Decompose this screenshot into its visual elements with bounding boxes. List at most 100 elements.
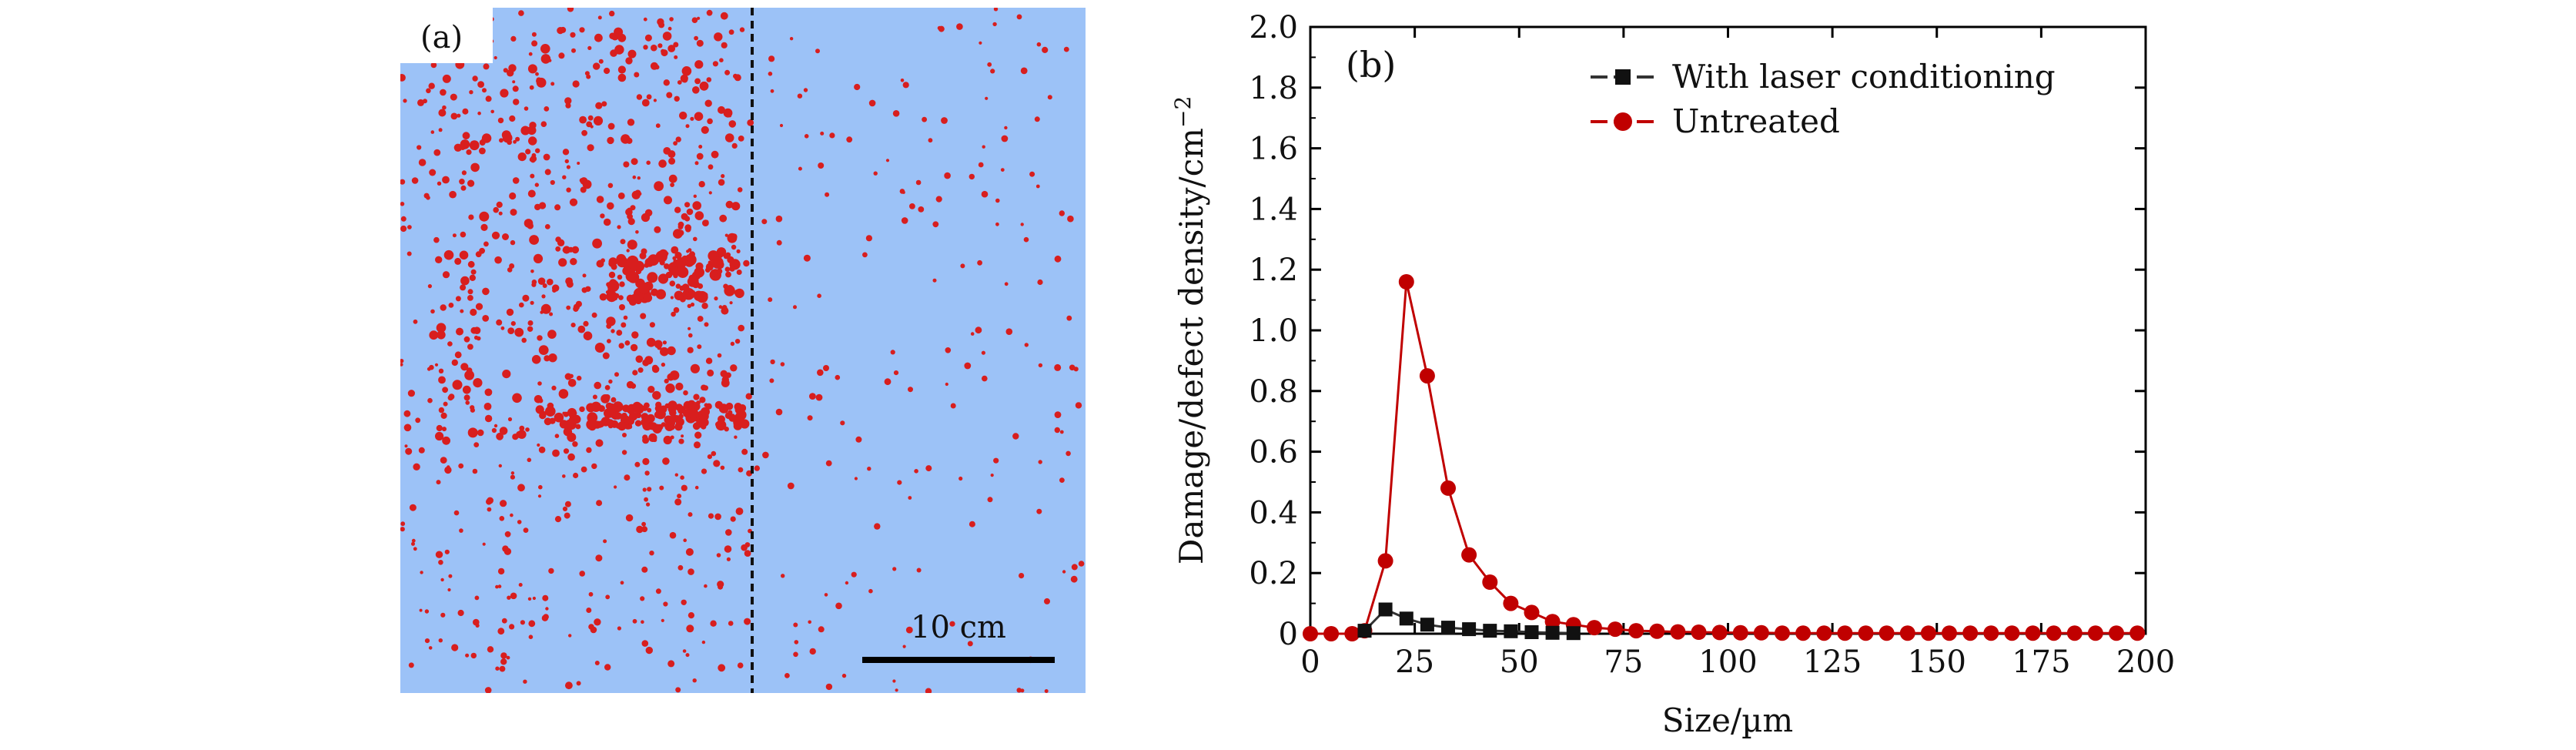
defect-dot bbox=[411, 177, 419, 184]
defect-dot bbox=[577, 375, 582, 381]
defect-dot bbox=[543, 153, 550, 161]
defect-dot bbox=[662, 32, 672, 41]
defect-dot bbox=[563, 411, 569, 417]
defect-dot bbox=[534, 395, 543, 403]
defect-dot bbox=[554, 434, 560, 438]
defect-dot bbox=[413, 463, 420, 470]
defect-dot bbox=[761, 219, 768, 225]
defect-dot bbox=[657, 345, 662, 350]
defect-dot bbox=[474, 595, 480, 601]
defect-dot bbox=[661, 362, 666, 367]
defect-dot bbox=[661, 618, 664, 623]
defect-dot bbox=[554, 204, 561, 211]
y-axis-label-superscript: −2 bbox=[1170, 96, 1196, 128]
defect-dot bbox=[626, 57, 633, 64]
defect-dot bbox=[712, 61, 718, 67]
defect-dot bbox=[649, 422, 657, 430]
defect-dot bbox=[692, 86, 700, 94]
defect-dot bbox=[459, 250, 469, 260]
defect-dot bbox=[611, 397, 617, 403]
defect-dot bbox=[467, 295, 473, 301]
defect-dot bbox=[885, 159, 890, 162]
defect-dot bbox=[608, 379, 613, 384]
defect-dot bbox=[693, 290, 704, 301]
defect-dot bbox=[586, 447, 592, 454]
legend-entry-laser: With laser conditioning bbox=[1591, 58, 2056, 95]
defect-map-background bbox=[400, 8, 1086, 693]
y-tick-label: 0.4 bbox=[1249, 495, 1298, 531]
defect-dot bbox=[540, 303, 551, 314]
defect-dot bbox=[496, 319, 503, 326]
defect-dot bbox=[495, 666, 500, 671]
y-tick-label: 1.0 bbox=[1249, 313, 1298, 349]
defect-dot bbox=[512, 85, 519, 92]
defect-dot bbox=[668, 157, 676, 165]
defect-dot bbox=[572, 441, 578, 447]
defect-dot bbox=[447, 395, 453, 401]
data-point-laser bbox=[1504, 624, 1518, 638]
defect-dot bbox=[681, 434, 684, 438]
defect-dot bbox=[1078, 561, 1085, 567]
defect-dot bbox=[524, 219, 534, 228]
defect-dot bbox=[484, 687, 492, 693]
defect-dot bbox=[688, 333, 693, 338]
data-point-untreated bbox=[1607, 621, 1623, 638]
defect-dot bbox=[704, 99, 712, 107]
data-point-untreated bbox=[1732, 624, 1748, 641]
y-axis-label: Damage/defect density/cm−2 bbox=[1170, 96, 1210, 565]
defect-dot bbox=[649, 322, 655, 328]
defect-dot bbox=[665, 271, 673, 279]
legend: With laser conditioning Untreated bbox=[1591, 58, 2056, 140]
defect-dot bbox=[693, 236, 698, 242]
defect-dot bbox=[776, 239, 782, 246]
defect-dot bbox=[694, 78, 701, 85]
defect-dot bbox=[624, 474, 631, 481]
defect-dot bbox=[642, 457, 650, 466]
defect-dot bbox=[624, 340, 631, 346]
defect-dot bbox=[463, 394, 470, 401]
defect-dot bbox=[677, 221, 684, 228]
defect-dot bbox=[427, 367, 431, 371]
defect-dot bbox=[530, 173, 535, 179]
defect-dot bbox=[514, 327, 524, 337]
defect-dot bbox=[686, 624, 694, 633]
defect-dot bbox=[571, 48, 576, 53]
defect-dot bbox=[577, 162, 580, 165]
defect-dot bbox=[625, 208, 633, 216]
defect-dot bbox=[682, 649, 687, 653]
defect-dot bbox=[487, 497, 493, 504]
defect-dot bbox=[607, 403, 617, 413]
defect-dot bbox=[564, 512, 570, 519]
defect-dot bbox=[868, 588, 873, 594]
defect-dot bbox=[528, 52, 533, 56]
defect-dot bbox=[663, 435, 672, 445]
defect-dot bbox=[477, 429, 484, 437]
defect-dot bbox=[433, 149, 441, 156]
defect-dot bbox=[533, 253, 544, 263]
defect-dot bbox=[654, 181, 664, 192]
defect-dot bbox=[429, 330, 439, 340]
defect-dot bbox=[437, 330, 446, 340]
defect-dot bbox=[435, 256, 443, 263]
defect-dot bbox=[1069, 364, 1076, 371]
defect-dot bbox=[537, 381, 542, 386]
defect-dot bbox=[718, 179, 725, 186]
defect-dot bbox=[444, 466, 452, 474]
defect-dot bbox=[725, 200, 734, 209]
defect-dot bbox=[733, 421, 742, 430]
defect-dot bbox=[815, 393, 823, 401]
defect-dot bbox=[545, 406, 556, 417]
defect-dot bbox=[606, 419, 614, 427]
defect-dot bbox=[641, 566, 648, 573]
defect-dot bbox=[675, 382, 684, 391]
defect-dot bbox=[687, 290, 695, 299]
defect-dot bbox=[417, 145, 422, 150]
defect-dot bbox=[527, 597, 532, 601]
defect-dot bbox=[584, 331, 590, 336]
defect-dot bbox=[1020, 688, 1025, 693]
defect-dot bbox=[780, 362, 785, 367]
defect-dot bbox=[429, 169, 437, 176]
defect-dot bbox=[601, 394, 610, 403]
defect-dot bbox=[626, 380, 634, 389]
defect-dot bbox=[524, 106, 529, 111]
